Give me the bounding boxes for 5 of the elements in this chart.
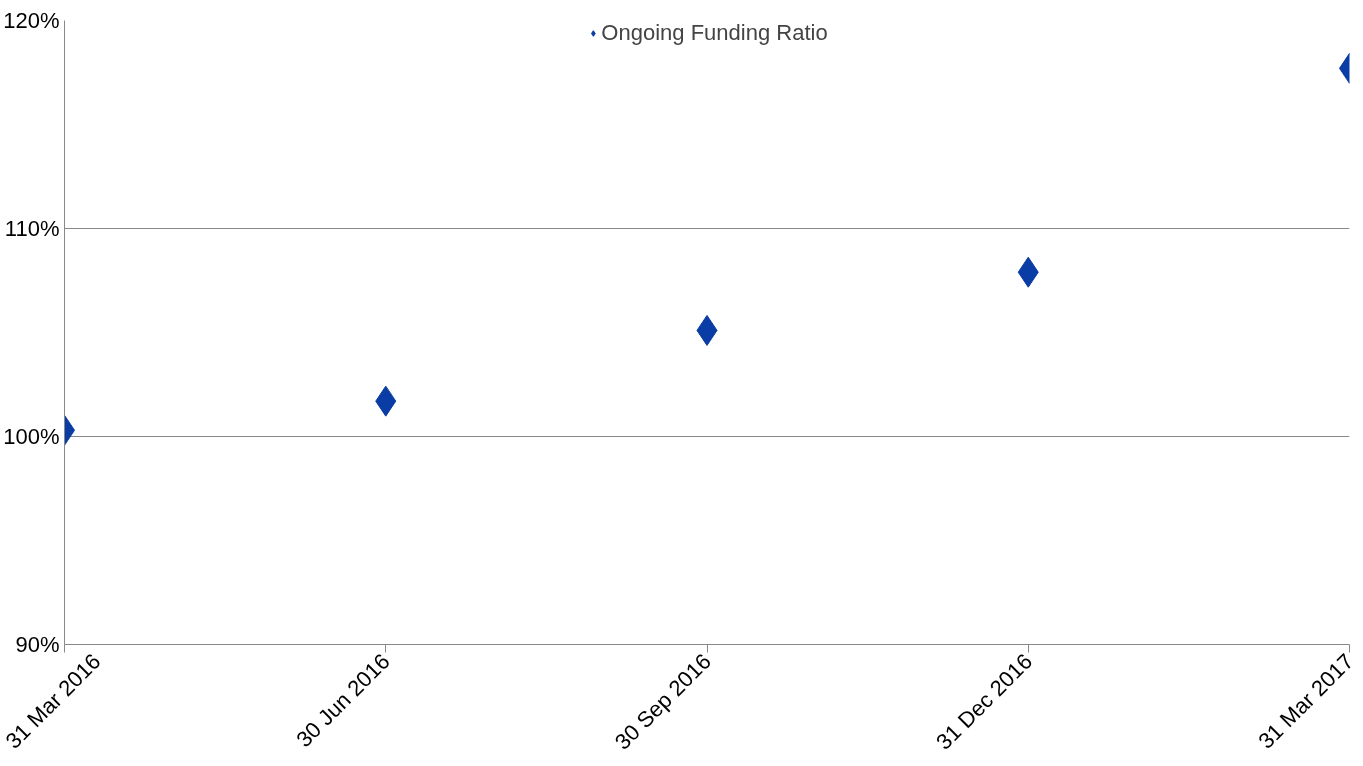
y-tick-label: 90%	[15, 632, 60, 657]
legend-label: Ongoing Funding Ratio	[601, 20, 828, 46]
y-tick-label: 120%	[3, 8, 60, 33]
y-tick-label: 100%	[3, 424, 60, 449]
y-tick-label: 110%	[4, 216, 60, 241]
